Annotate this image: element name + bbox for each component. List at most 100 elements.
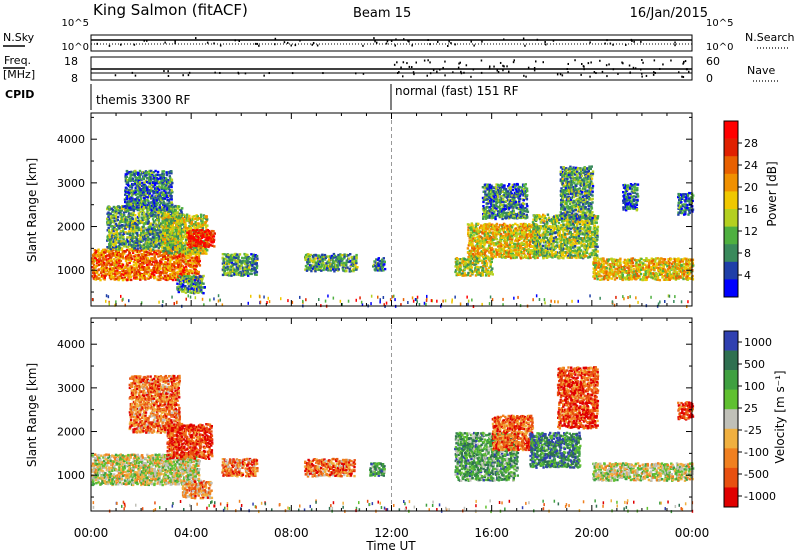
power-cell [143, 250, 147, 254]
power-cell [121, 263, 125, 266]
power-cell [94, 251, 98, 254]
power-cell [231, 270, 234, 274]
noise-spike [290, 44, 292, 47]
power-cell [161, 179, 164, 182]
power-cell [91, 262, 94, 265]
noise-spike [429, 43, 431, 46]
power-cell [380, 261, 384, 264]
power-cell [153, 198, 156, 201]
power-cell [164, 276, 167, 279]
power-cell [304, 264, 308, 268]
power-cell [168, 175, 171, 178]
noise-spike [589, 41, 591, 44]
power-cell [486, 249, 489, 252]
power-cell [486, 210, 489, 213]
power-cell [194, 253, 198, 257]
power-cell [141, 209, 144, 212]
power-cell [145, 180, 149, 184]
power-cell [138, 227, 141, 231]
power-cell [172, 271, 176, 274]
power-cell [519, 216, 523, 220]
power-cell [169, 277, 172, 280]
power-cell [188, 231, 191, 235]
power-cell [165, 213, 168, 216]
power-cell [472, 227, 475, 230]
noise-panel-frame [90, 34, 693, 52]
power-cell [193, 285, 196, 288]
noise-spike [408, 40, 410, 43]
power-cell [512, 185, 515, 189]
power-cell [169, 189, 172, 192]
power-cell [145, 192, 148, 196]
power-cell [123, 276, 127, 279]
power-cell [178, 275, 181, 278]
power-cell [162, 170, 166, 173]
power-cell [489, 199, 492, 202]
power-cell [229, 259, 232, 262]
power-cell [508, 225, 511, 228]
power-cell [149, 244, 153, 247]
power-cell [163, 270, 167, 273]
power-cell [325, 255, 329, 258]
power-cell [186, 235, 189, 239]
power-cell [173, 232, 177, 236]
power-cell [160, 233, 163, 237]
power-cell [113, 269, 116, 272]
power-cell [204, 245, 207, 249]
power-cell [96, 253, 100, 257]
power-cell [103, 266, 106, 270]
power-cell [497, 226, 501, 229]
power-cell [142, 275, 145, 278]
power-cell [128, 225, 132, 228]
power-cell [103, 276, 106, 279]
power-cell [178, 255, 182, 258]
power-cell [160, 202, 163, 205]
power-cell [128, 217, 132, 221]
power-cell [304, 258, 307, 262]
power-cell [145, 173, 148, 177]
nave-point [188, 71, 191, 74]
power-cell [197, 258, 201, 261]
power-cell [227, 262, 231, 265]
power-cell [374, 264, 377, 267]
power-cell [137, 256, 140, 259]
power-cell [187, 285, 191, 288]
power-cell [179, 244, 183, 247]
power-cell [377, 267, 380, 270]
power-cell [517, 236, 521, 240]
power-cell [310, 269, 313, 273]
power-cell [341, 268, 345, 271]
power-cell [507, 193, 511, 197]
power-cell [164, 247, 168, 251]
power-cell [165, 206, 169, 209]
power-cell [140, 216, 143, 219]
power-cell [500, 195, 503, 198]
power-cell [187, 263, 190, 266]
power-cell [342, 264, 346, 268]
power-cell [468, 249, 471, 253]
power-cell [100, 253, 103, 257]
power-cell [478, 252, 481, 255]
power-cell [112, 213, 115, 217]
nave-point [595, 72, 597, 75]
power-cell [151, 257, 154, 260]
power-cell [175, 262, 178, 265]
nave-point [612, 68, 615, 71]
power-cell [161, 242, 164, 246]
power-cell [172, 213, 175, 216]
power-cell [162, 173, 166, 176]
power-cell [143, 276, 147, 279]
power-cell [137, 260, 140, 263]
power-cell [492, 216, 495, 219]
noise-spike [631, 40, 633, 43]
power-cell [155, 194, 158, 197]
noise-spike [312, 42, 315, 45]
power-cell [230, 261, 234, 264]
power-cell [108, 223, 112, 227]
power-cell [101, 256, 105, 259]
power-cell [472, 237, 475, 240]
power-cell [491, 240, 494, 244]
power-cell [330, 264, 334, 267]
power-cell [148, 243, 151, 246]
power-cell [93, 266, 96, 269]
